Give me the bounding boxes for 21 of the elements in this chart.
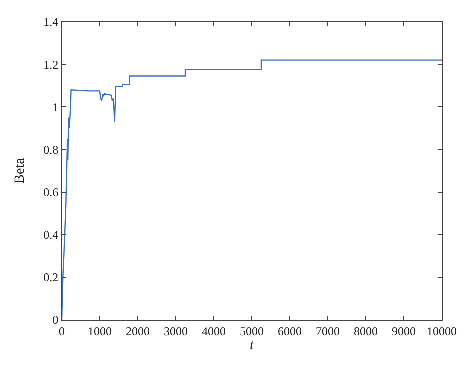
y-tick-label: 0.4 <box>44 228 59 242</box>
x-tick-label: 1000 <box>88 324 112 338</box>
x-tick-label: 5000 <box>240 324 264 338</box>
line-series <box>62 60 442 320</box>
x-tick-label: 8000 <box>354 324 378 338</box>
x-tick-label: 6000 <box>278 324 302 338</box>
y-tick-label: 0 <box>52 313 59 328</box>
y-tick-label: 1.4 <box>44 15 59 30</box>
y-axis-title: Beta <box>13 157 28 184</box>
y-tick-label: 0.8 <box>44 142 59 157</box>
y-tick-label: 0.6 <box>44 185 59 200</box>
x-tick-label: 3000 <box>164 324 188 338</box>
y-tick-label: 0.2 <box>44 270 59 285</box>
x-tick-label: 2000 <box>126 324 150 338</box>
x-tick-label: 10000 <box>427 324 457 338</box>
y-tick-label: 1.2 <box>44 58 59 72</box>
x-tick-label: 4000 <box>202 324 226 338</box>
x-axis-title: t <box>250 338 256 354</box>
x-tick-label: 7000 <box>316 324 340 338</box>
y-tick-label: 1 <box>52 100 59 114</box>
x-tick-label: 9000 <box>392 324 416 338</box>
